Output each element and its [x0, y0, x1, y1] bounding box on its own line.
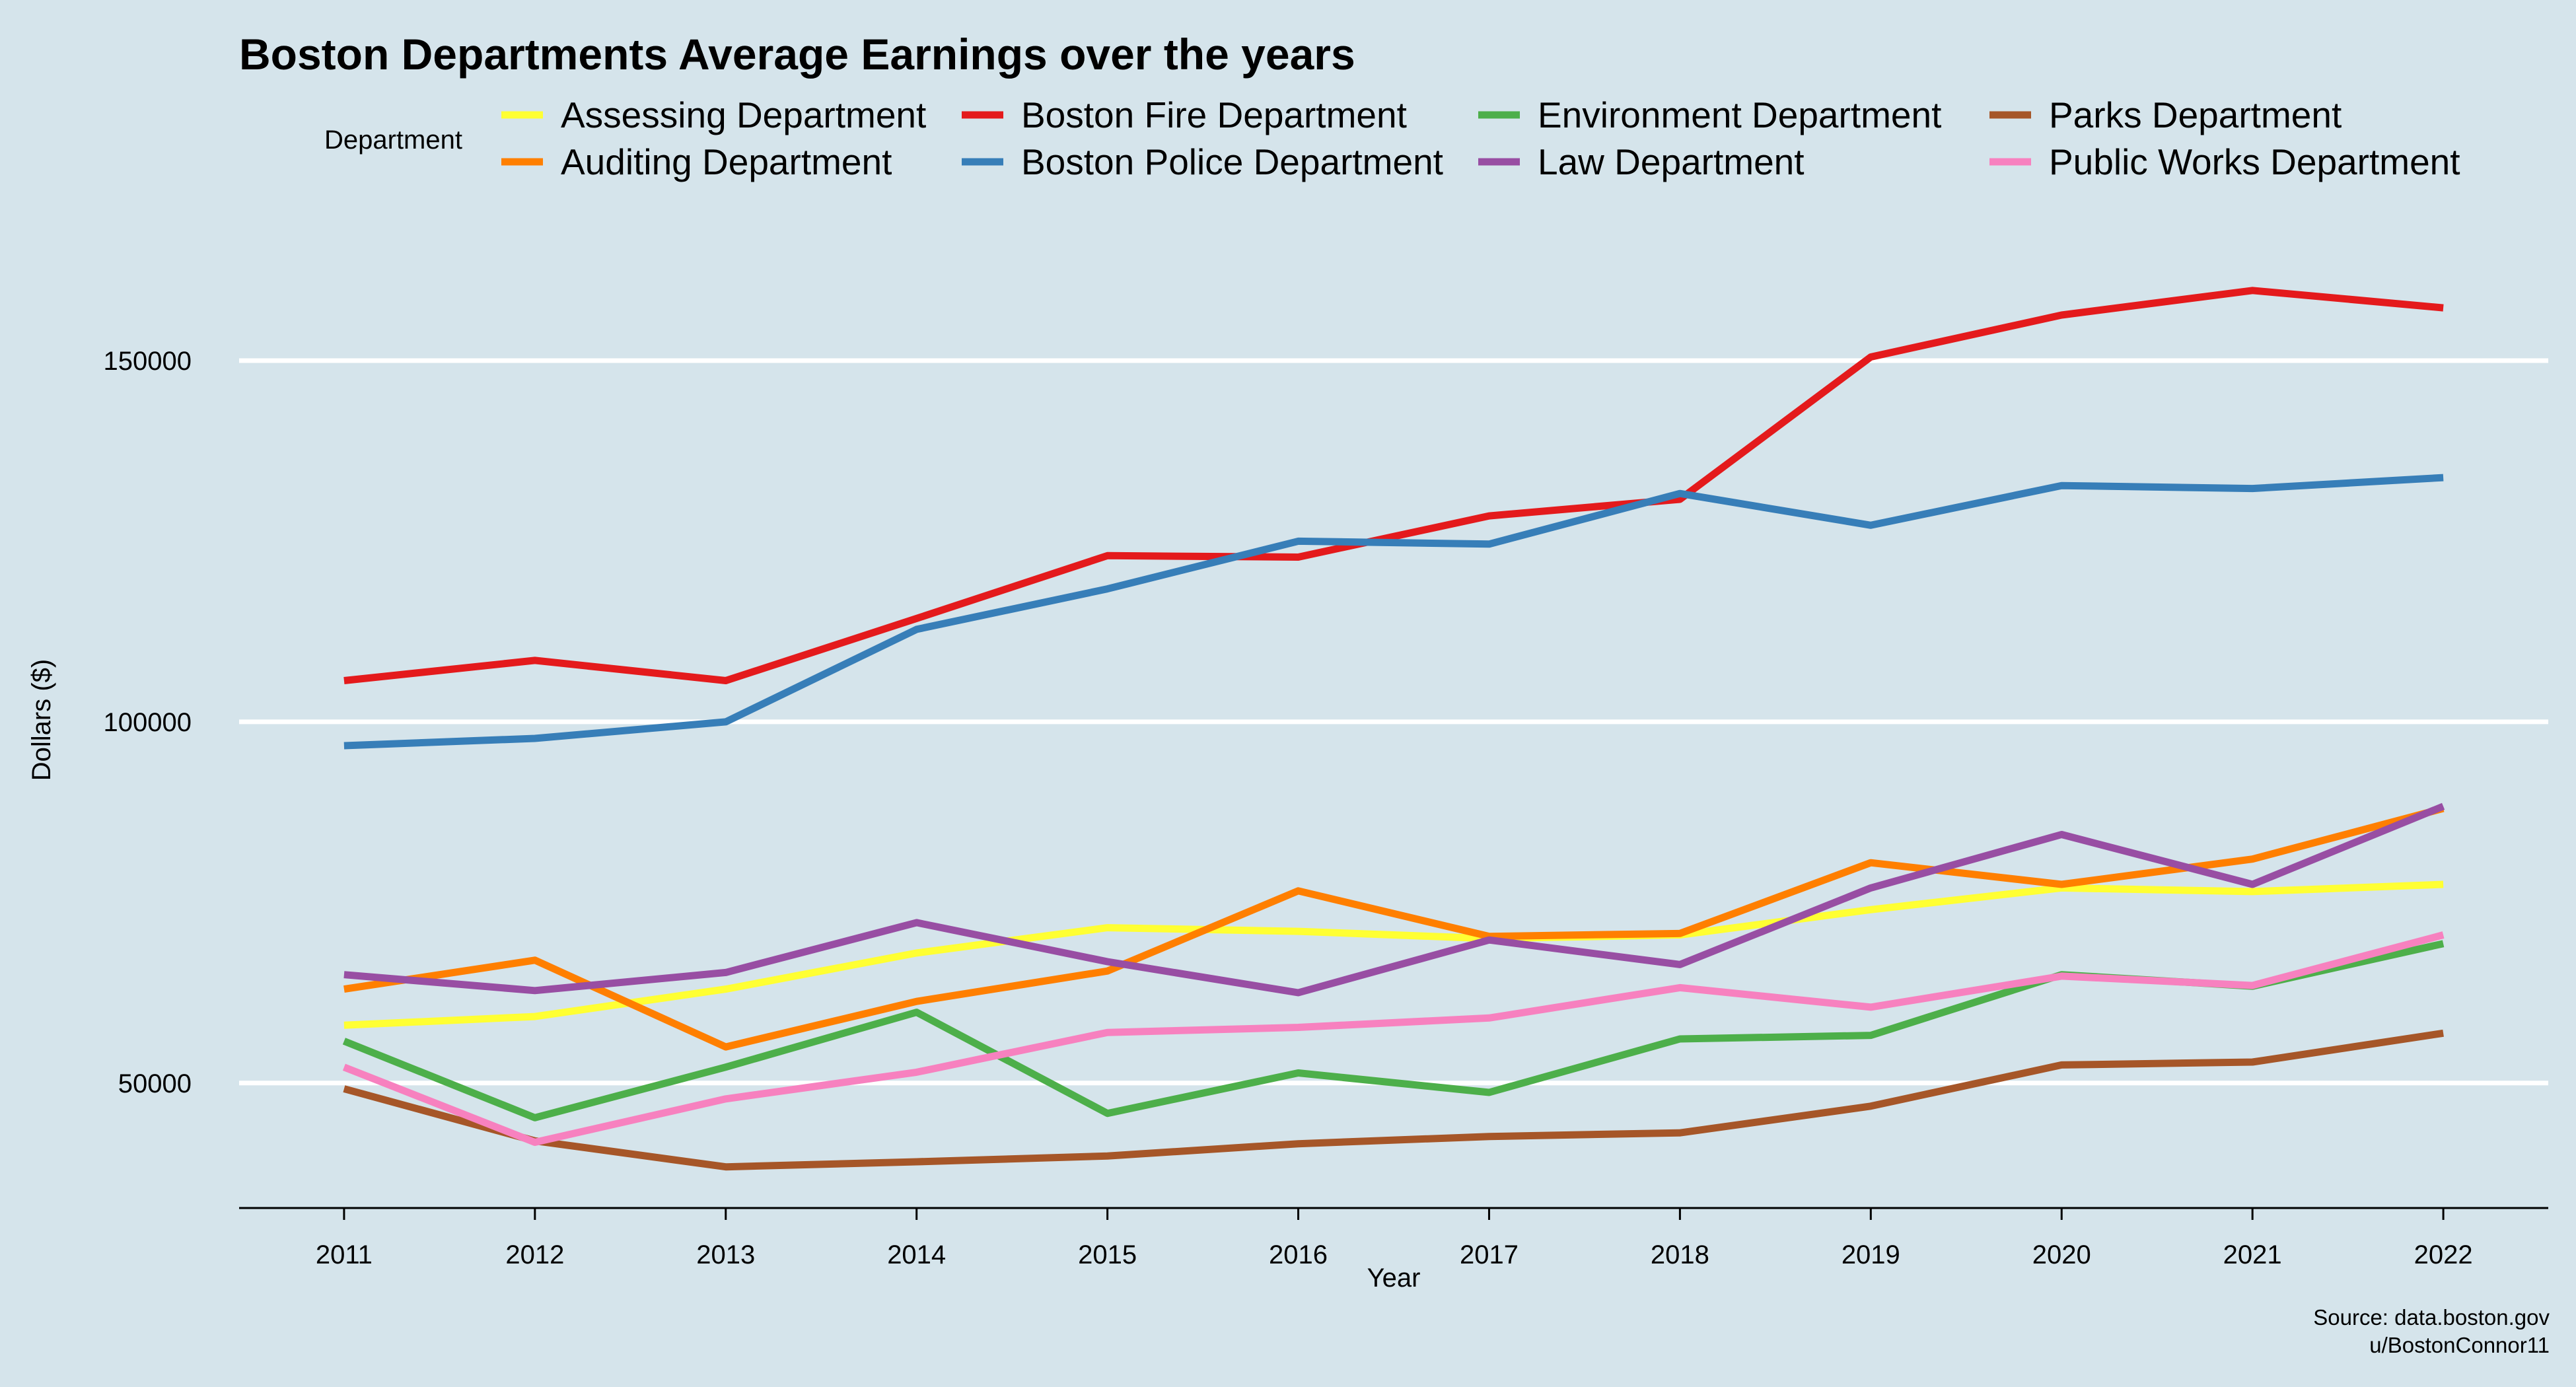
- series-line-boston-police-department: [343, 474, 2444, 750]
- y-axis-ticks: 50000 100000 150000: [104, 347, 192, 1098]
- x-tick-label: 2014: [887, 1240, 946, 1269]
- series-line-public-works-department: [342, 931, 2445, 1146]
- y-tick-label: 100000: [104, 708, 192, 737]
- x-tick-label: 2012: [505, 1240, 564, 1269]
- gridlines: [239, 358, 2548, 1086]
- legend-label: Assessing Department: [561, 94, 926, 135]
- series-line-auditing-department: [343, 804, 2445, 1051]
- caption-author: u/BostonConnor11: [2369, 1333, 2550, 1357]
- x-tick-label: 2017: [1460, 1240, 1519, 1269]
- legend-label: Auditing Department: [561, 141, 892, 182]
- caption-source: Source: data.boston.gov: [2313, 1305, 2550, 1330]
- chart-title: Boston Departments Average Earnings over…: [239, 30, 1355, 79]
- x-tick-label: 2013: [696, 1240, 755, 1269]
- x-tick-label: 2019: [1842, 1240, 1900, 1269]
- legend-label: Parks Department: [2049, 94, 2342, 135]
- x-tick-label: 2022: [2414, 1240, 2473, 1269]
- legend-label: Boston Fire Department: [1021, 94, 1407, 135]
- x-tick-label: 2018: [1651, 1240, 1709, 1269]
- y-tick-label: 150000: [104, 347, 192, 376]
- x-tick-label: 2016: [1269, 1240, 1328, 1269]
- legend-title: Department: [324, 125, 462, 155]
- legend-label: Environment Department: [1538, 94, 1941, 135]
- legend-label: Public Works Department: [2049, 141, 2460, 182]
- series-line-parks-department: [343, 1029, 2444, 1171]
- series-line-boston-fire-department: [343, 287, 2444, 684]
- x-tick-label: 2020: [2032, 1240, 2091, 1269]
- series-lines: [342, 287, 2445, 1171]
- legend: Assessing Department Auditing Department B…: [501, 94, 2460, 182]
- legend-label: Boston Police Department: [1021, 141, 1443, 182]
- x-axis-ticks: 2011 2012 2013 2014 2015 2016 2017 2018 2019 2020…: [316, 1208, 2473, 1269]
- series-line-law-department: [343, 802, 2445, 997]
- y-tick-label: 50000: [118, 1069, 192, 1098]
- x-axis-title: Year: [1367, 1263, 1421, 1293]
- x-tick-label: 2015: [1078, 1240, 1137, 1269]
- y-axis-title: Dollars ($): [27, 659, 56, 781]
- x-tick-label: 2011: [316, 1240, 373, 1269]
- series-line-assessing-department: [343, 880, 2444, 1029]
- legend-label: Law Department: [1538, 141, 1805, 182]
- x-tick-label: 2021: [2223, 1240, 2282, 1269]
